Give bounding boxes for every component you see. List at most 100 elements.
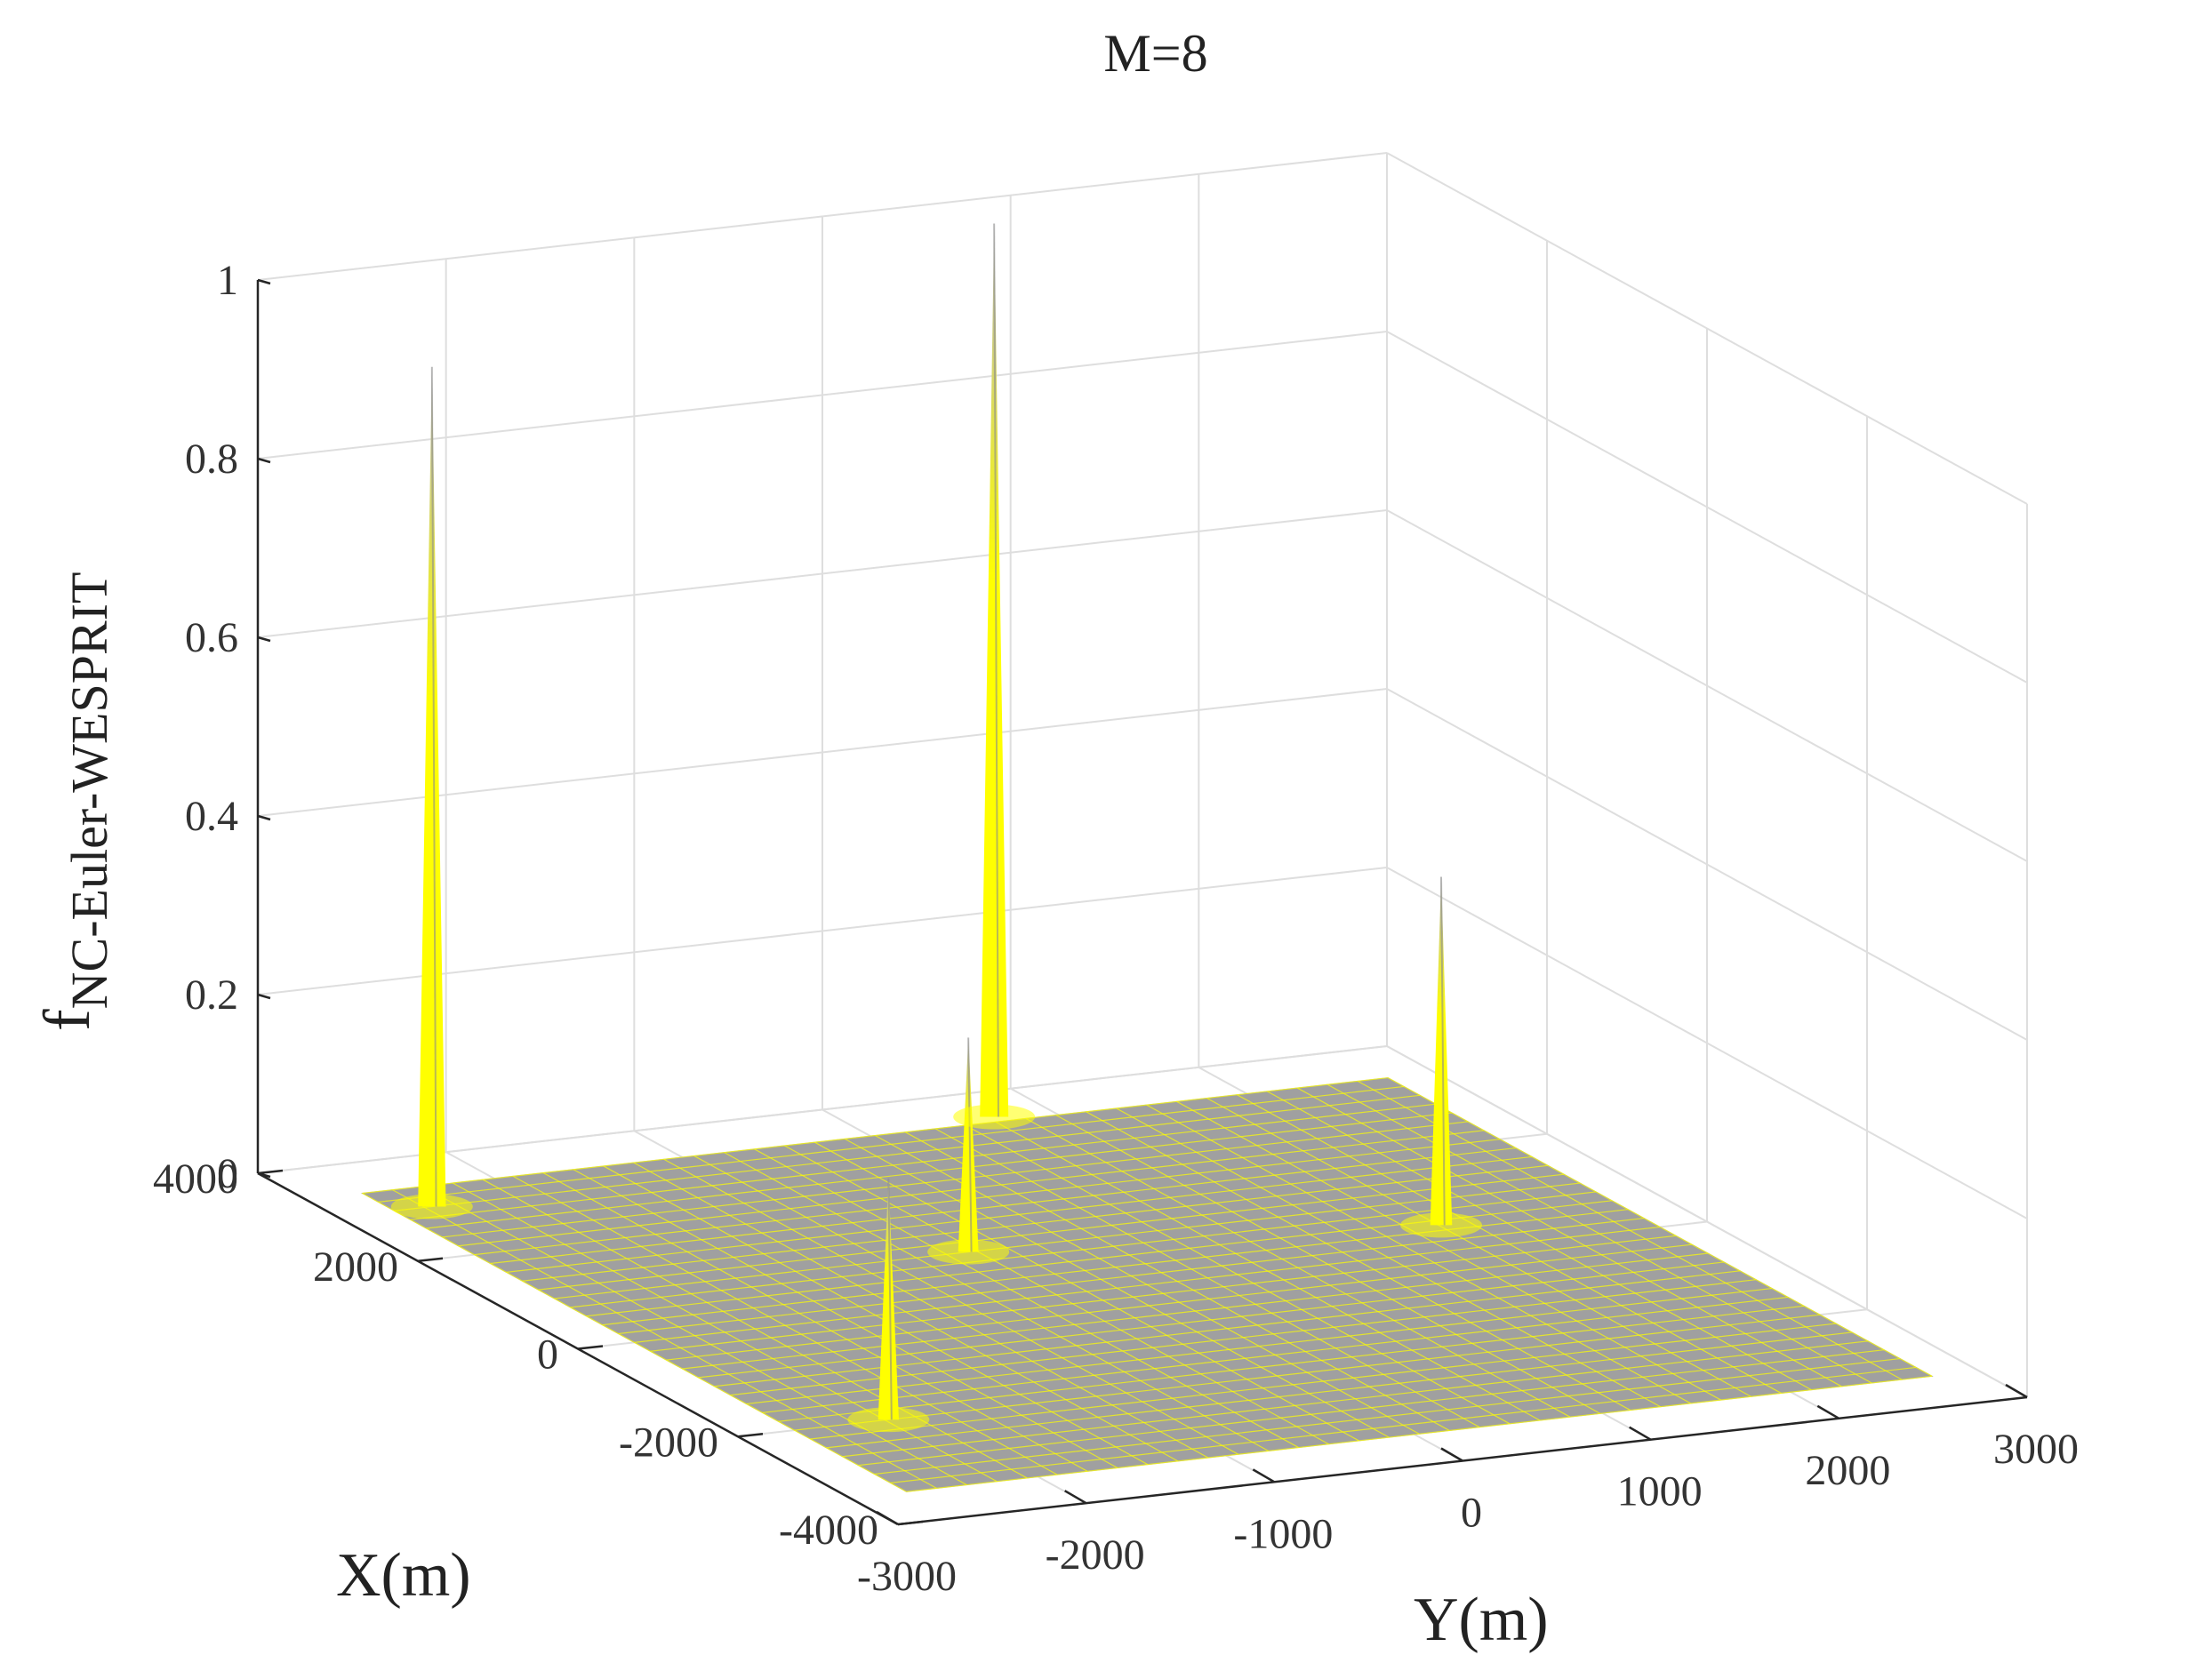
mesh-line (512, 1175, 1058, 1475)
grid-line (1386, 331, 2028, 684)
z-tick-label: 0.4 (185, 793, 238, 840)
mesh-line (663, 1158, 1209, 1459)
z-tick-label: 0.6 (185, 614, 238, 661)
z-tick (257, 993, 271, 1000)
y-tick-label: 3000 (1993, 1426, 2079, 1473)
z-tick (257, 814, 271, 821)
grid-line (1386, 509, 2028, 862)
peak-edge (1440, 876, 1446, 1226)
z-tick-label: 0 (217, 1150, 238, 1197)
mesh-line (482, 1179, 1028, 1479)
peak-base (1400, 1212, 1482, 1238)
mesh-line (693, 1155, 1239, 1455)
peak-edge (887, 1178, 893, 1420)
chart-title: M=8 (1103, 24, 1207, 83)
y-tick (1252, 1468, 1275, 1483)
x-tick (257, 1169, 284, 1175)
y-tick (1440, 1447, 1463, 1462)
mesh-line (1297, 1087, 1842, 1387)
peak-edge (430, 366, 437, 1207)
grid-line (1386, 867, 2028, 1219)
grid-line (1386, 152, 2028, 505)
grid-line (257, 688, 1388, 817)
tick-labels: 0 0.2 0.4 0.6 0.8 1 -4000 -2000 0 2000 4000 -3000 -2… (153, 257, 2079, 1600)
mesh-line (422, 1186, 967, 1486)
peak-edge (993, 223, 999, 1117)
z-tick (257, 278, 271, 285)
z-tick (257, 636, 271, 643)
y-tick-label: 0 (1461, 1490, 1482, 1537)
y-tick (1064, 1490, 1087, 1505)
peak-spike (958, 1037, 979, 1252)
y-tick-label: 2000 (1805, 1447, 1890, 1494)
x-tick-label: 4000 (153, 1155, 238, 1203)
grid-line (257, 152, 1388, 281)
peak-spike (1430, 876, 1453, 1226)
y-tick-label: -2000 (1046, 1531, 1145, 1579)
y-tick-label: -3000 (857, 1553, 957, 1600)
peaks-layer (390, 223, 1482, 1433)
surface-floor (360, 1076, 1934, 1492)
x-tick (737, 1433, 764, 1438)
grid-line (257, 509, 1388, 638)
x-tick-label: 0 (537, 1331, 558, 1379)
mesh-line (603, 1165, 1149, 1466)
y-axis-label: Y(m) (1414, 1586, 1549, 1654)
peak-spike (418, 366, 446, 1207)
x-tick-label: 2000 (313, 1243, 398, 1291)
x-tick (417, 1257, 444, 1262)
y-tick-label: 1000 (1617, 1468, 1703, 1515)
peak-edge (967, 1037, 973, 1252)
mesh-line (754, 1148, 1299, 1449)
z-tick-label: 0.2 (185, 971, 238, 1019)
mesh-line (542, 1172, 1088, 1472)
mesh-line (784, 1145, 1329, 1445)
mesh-line (392, 1189, 937, 1489)
z-axis-label-main: f (31, 1009, 104, 1031)
x-tick (897, 1520, 924, 1526)
z-tick-label: 1 (217, 257, 238, 304)
x-tick-label: -4000 (779, 1507, 878, 1554)
surface-peak (390, 366, 473, 1219)
surface-peak (953, 223, 1036, 1130)
peak-base (927, 1239, 1010, 1265)
y-tick (2005, 1383, 2028, 1399)
svg-text:fNC-Euler-WESPRIT: fNC-Euler-WESPRIT (31, 572, 118, 1031)
peak-spike (980, 223, 1009, 1117)
z-axis-label-sub: NC-Euler-WESPRIT (60, 572, 118, 1010)
z-tick (257, 457, 271, 464)
surface-peak (927, 1037, 1010, 1265)
mesh-line (1387, 1077, 1933, 1377)
x-axis-label: X(m) (336, 1541, 471, 1610)
peak-base (953, 1104, 1036, 1130)
surface-peak (1400, 876, 1482, 1238)
peak-spike (878, 1178, 899, 1420)
mesh-line (1326, 1083, 1872, 1384)
mesh-line (573, 1169, 1118, 1469)
z-axis-label: fNC-Euler-WESPRIT (31, 572, 118, 1031)
mesh-line (724, 1152, 1269, 1451)
mesh-line (1086, 1111, 1631, 1411)
mesh-line (1267, 1091, 1812, 1391)
grid-line (257, 331, 1388, 460)
y-tick-label: -1000 (1233, 1510, 1333, 1557)
mesh-line (1116, 1107, 1662, 1408)
mesh-line (1025, 1117, 1571, 1418)
mesh-line (904, 1131, 1450, 1431)
y-tick (1629, 1426, 1652, 1441)
mesh-line (1055, 1115, 1601, 1414)
mesh-line (965, 1124, 1511, 1425)
grid-line (257, 867, 1388, 995)
mesh-line (1206, 1097, 1751, 1397)
mesh-line (362, 1192, 907, 1492)
mesh-line (452, 1182, 998, 1483)
mesh-line (1176, 1100, 1721, 1401)
y-tick (876, 1510, 899, 1526)
x-tick-label: -2000 (619, 1419, 718, 1466)
mesh-line (934, 1128, 1480, 1428)
mesh-line (845, 1138, 1390, 1438)
mesh-line (1146, 1104, 1691, 1404)
mesh-line (633, 1162, 1179, 1462)
x-tick (577, 1345, 604, 1350)
